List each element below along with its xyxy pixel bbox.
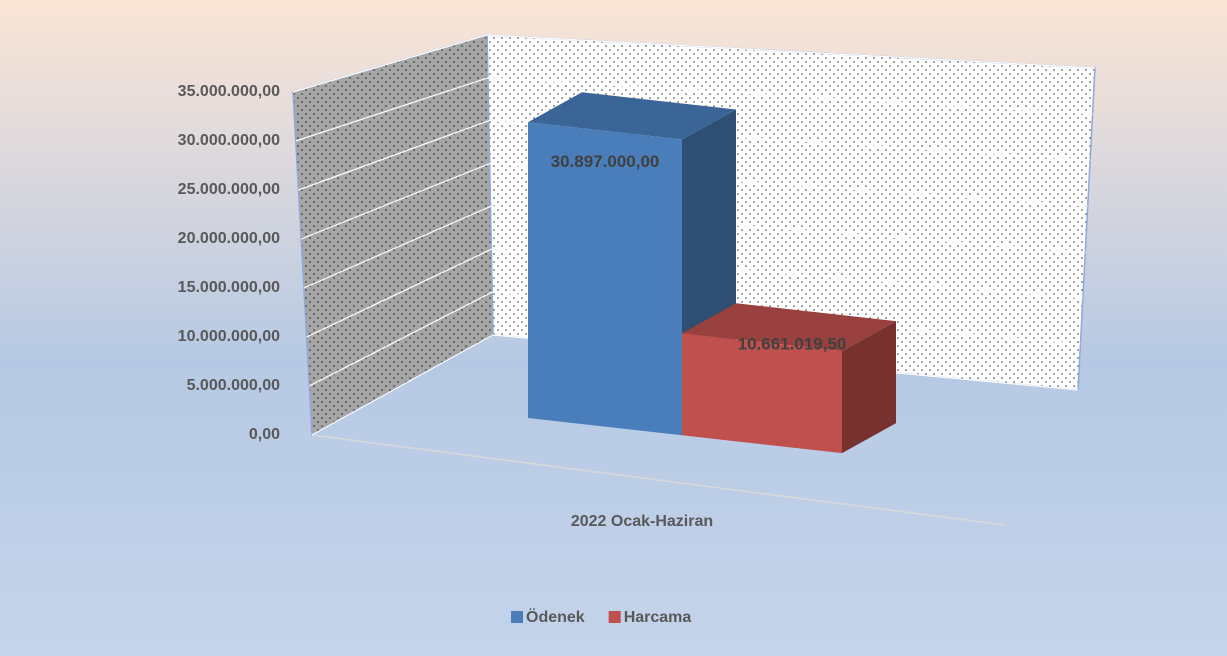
floor-edge (311, 434, 1006, 526)
grid-line (295, 77, 1093, 142)
bars (528, 92, 896, 454)
category-label: 2022 Ocak-Haziran (571, 513, 713, 530)
bar-top (682, 303, 896, 352)
bar-side (842, 321, 896, 454)
value-label: 30.897.000,00 (551, 152, 660, 171)
legend-swatch (608, 611, 621, 623)
grid-line (300, 162, 1088, 240)
value-label: 10.661.019,50 (738, 335, 847, 354)
grid-line (306, 248, 1083, 338)
bar (682, 303, 896, 454)
y-tick-label: 35.000.000,00 (178, 83, 280, 100)
bar-front (682, 333, 842, 454)
legend-swatch (511, 611, 523, 623)
y-tick-label: 0,00 (249, 426, 280, 443)
bar-front (528, 122, 682, 436)
grid-line (292, 34, 1096, 93)
y-tick-label: 15.000.000,00 (178, 279, 280, 296)
legend-label: Ödenek (526, 607, 585, 626)
bar-top (528, 92, 736, 140)
y-tick-label: 30.000.000,00 (178, 132, 280, 149)
y-tick-label: 20.000.000,00 (178, 230, 280, 247)
y-tick-label: 25.000.000,00 (178, 181, 280, 198)
legend-label: Harcama (624, 609, 692, 626)
y-tick-label: 5.000.000,00 (187, 377, 281, 394)
grid-line (303, 205, 1086, 289)
y-tick-label: 10.000.000,00 (178, 328, 280, 345)
grid-line (298, 120, 1091, 191)
